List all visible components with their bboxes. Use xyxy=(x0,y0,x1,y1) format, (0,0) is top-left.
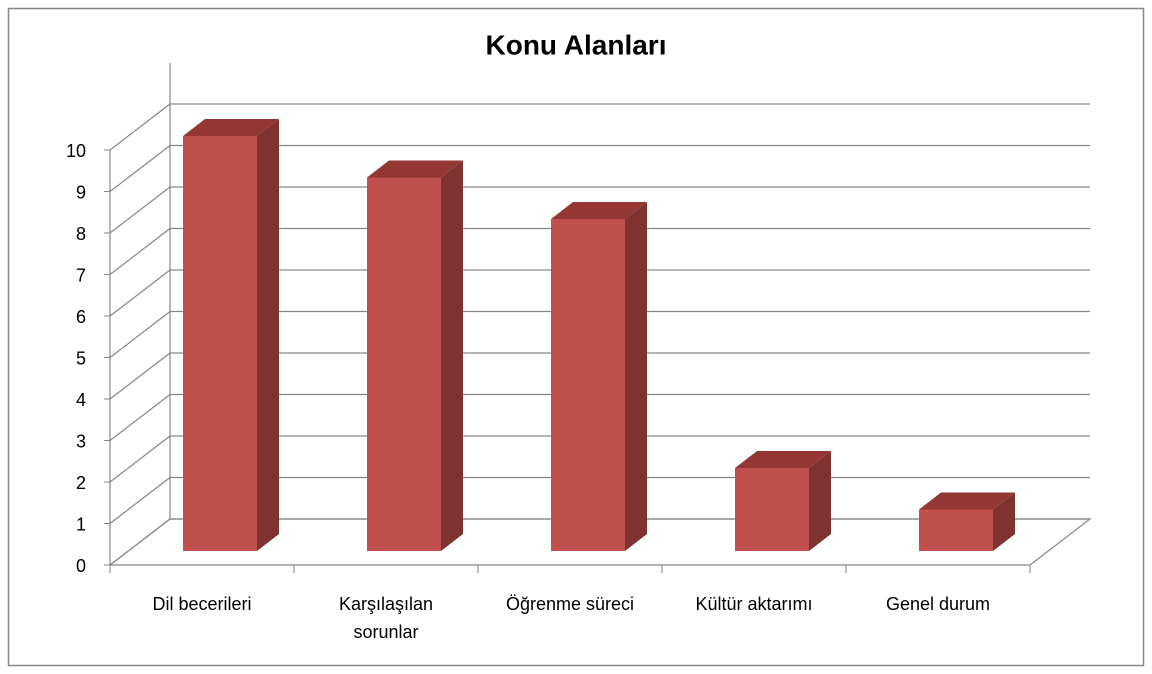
x-tick-label: Dil becerileri xyxy=(152,594,251,614)
grid-line xyxy=(109,227,1090,275)
chart-title: Konu Alanları xyxy=(486,29,667,60)
bar xyxy=(735,468,809,551)
x-tick-label: Öğrenme süreci xyxy=(506,594,634,614)
y-tick-label: 0 xyxy=(76,556,86,576)
y-tick-label: 7 xyxy=(76,265,86,285)
bar-top xyxy=(551,202,647,219)
bar-side xyxy=(993,492,1015,551)
x-tick-label: Genel durum xyxy=(886,594,990,614)
bar-top xyxy=(183,119,279,136)
bar xyxy=(367,177,441,551)
y-tick-label: 9 xyxy=(76,182,86,202)
bar-side xyxy=(625,202,647,551)
bar-side xyxy=(809,451,831,551)
x-tick-label: Kültür aktarımı xyxy=(695,594,812,614)
grid-line xyxy=(109,352,1090,400)
bar xyxy=(551,219,625,551)
x-tick-label: Karşılaşılan sorunlar xyxy=(339,594,433,642)
bar xyxy=(919,509,993,551)
y-tick-label: 1 xyxy=(76,514,86,534)
bar-top xyxy=(919,492,1015,510)
grid-line xyxy=(109,310,1090,358)
y-tick-label: 4 xyxy=(76,390,86,410)
grid-line xyxy=(109,435,1090,483)
grid-line xyxy=(109,393,1090,441)
y-tick-label: 5 xyxy=(76,348,86,368)
bar-top xyxy=(735,451,831,468)
grid-line xyxy=(109,186,1090,234)
y-tick-label: 8 xyxy=(76,224,86,244)
grid-line xyxy=(109,103,1090,151)
bar-top xyxy=(367,160,463,178)
grid-line xyxy=(109,269,1090,317)
y-tick-label: 6 xyxy=(76,307,86,327)
grid-line xyxy=(109,144,1090,192)
y-tick-label: 2 xyxy=(76,473,86,493)
bar xyxy=(183,136,257,551)
y-tick-label: 10 xyxy=(66,141,86,161)
bar-side xyxy=(441,160,463,551)
bar-side xyxy=(257,119,279,551)
y-tick-label: 3 xyxy=(76,431,86,451)
